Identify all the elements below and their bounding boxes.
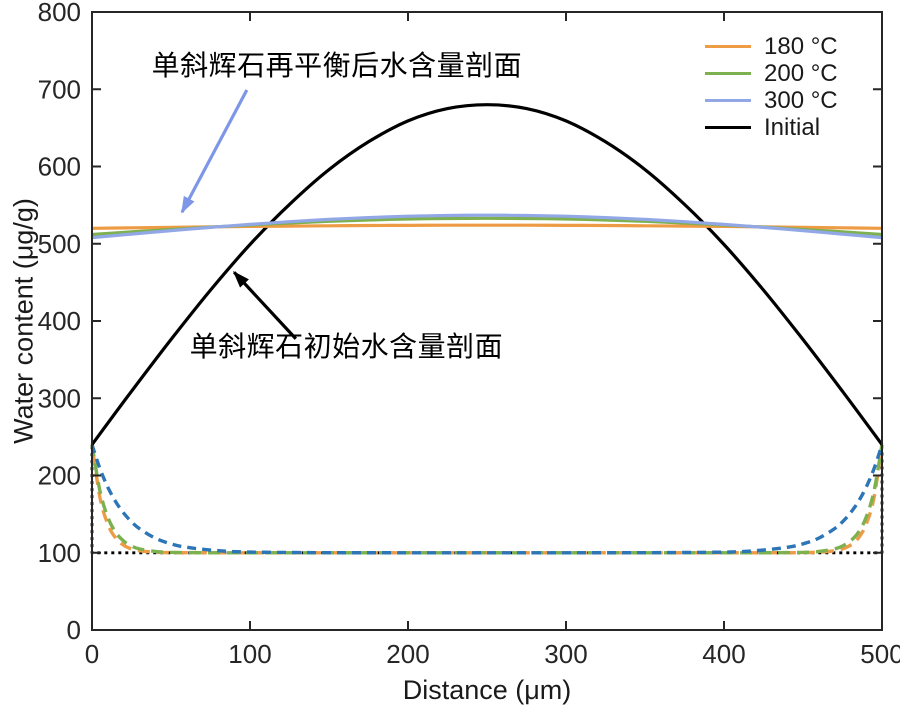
- y-axis-title: Water content (μg/g): [8, 198, 39, 444]
- legend-line-initial: [705, 126, 751, 129]
- legend-line-200c: [705, 72, 751, 75]
- series-line-initial-profile-Initial: [90, 103, 884, 446]
- y-tick-label: 700: [38, 74, 81, 104]
- y-tick-label: 600: [38, 152, 81, 182]
- annotation-arrow: [180, 89, 249, 214]
- legend-item-300c: 300 °C: [705, 87, 838, 114]
- annotation-arrow: [232, 270, 297, 340]
- y-tick-label: 300: [38, 383, 81, 413]
- legend-label-200c: 200 °C: [764, 59, 838, 87]
- annotation-initial-profile: 单斜辉石初始水含量剖面: [189, 330, 504, 362]
- series-line-bottom-profile-180°C: [90, 444, 884, 555]
- y-tick-label: 100: [38, 538, 81, 568]
- legend-item-200c: 200 °C: [705, 60, 838, 87]
- legend-line-300c: [705, 99, 751, 102]
- legend-label-300c: 300 °C: [764, 86, 838, 114]
- legend-line-180c: [705, 45, 751, 48]
- legend-item-initial: Initial: [705, 114, 838, 141]
- annotation-reequilibrated-profile: 单斜辉石再平衡后水含量剖面: [151, 49, 523, 81]
- x-tick-label: 200: [386, 639, 429, 669]
- legend-label-180c: 180 °C: [764, 32, 838, 60]
- y-tick-label: 200: [38, 461, 81, 491]
- legend-label-initial: Initial: [764, 113, 821, 141]
- y-tick-label: 500: [38, 229, 81, 259]
- x-axis-title: Distance (μm): [402, 675, 572, 705]
- x-tick-label: 400: [702, 639, 745, 669]
- legend-item-180c: 180 °C: [705, 33, 838, 60]
- series-line-bottom-profile-300°C: [90, 444, 884, 555]
- legend: 180 °C 200 °C 300 °C Initial: [705, 33, 838, 141]
- y-tick-label: 400: [38, 306, 81, 336]
- x-tick-label: 0: [85, 639, 99, 669]
- y-tick-label: 800: [38, 0, 81, 27]
- series-line-bottom-profile-200°C: [90, 444, 884, 555]
- x-tick-label: 300: [544, 639, 587, 669]
- series-line-bottom-profile-Initial: [90, 446, 884, 555]
- x-tick-label: 500: [860, 639, 900, 669]
- x-tick-label: 100: [228, 639, 271, 669]
- series-line-re-equilibrated-profile-300°C: [91, 213, 883, 240]
- y-tick-label: 0: [67, 615, 81, 645]
